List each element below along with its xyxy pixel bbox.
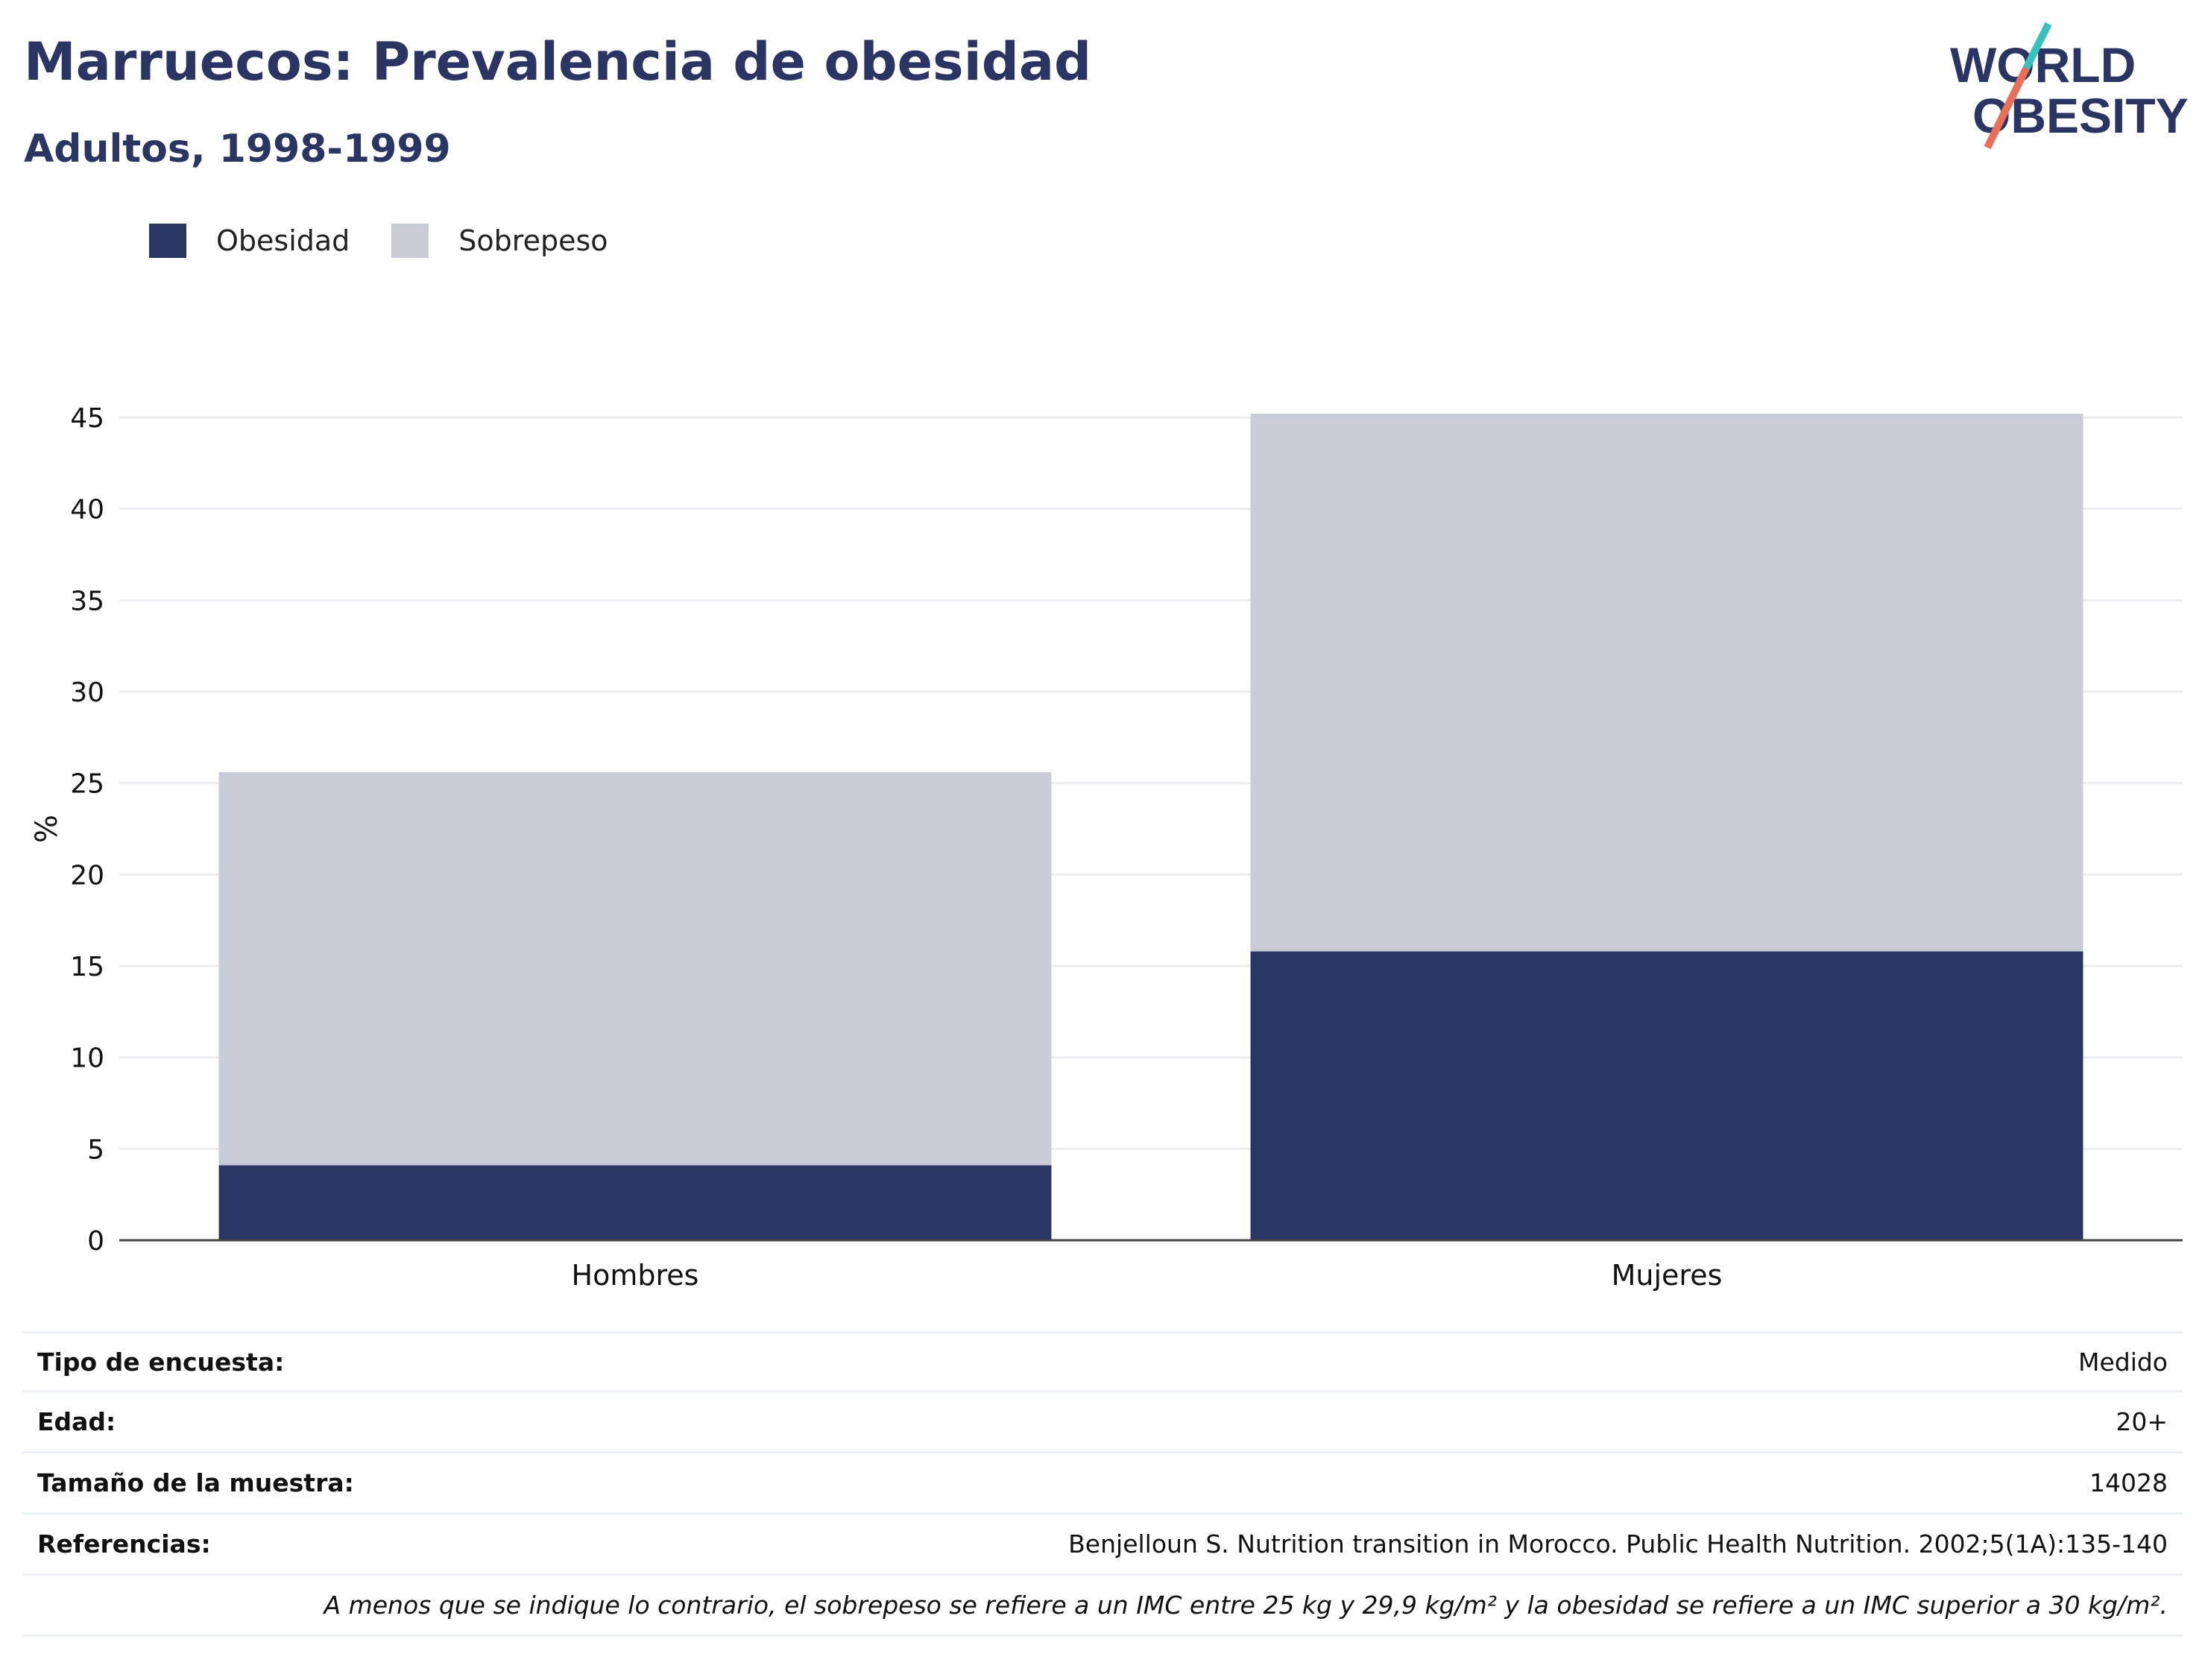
legend-item-obesidad[interactable]: Obesidad	[149, 224, 350, 258]
info-row-note: A menos que se indique lo contrario, el …	[22, 1576, 2183, 1637]
info-label: Edad:	[37, 1407, 116, 1436]
info-value: Medido	[2078, 1347, 2168, 1377]
world-obesity-logo: WORLD OBESITY	[1950, 22, 2189, 150]
y-axis-title: %	[30, 815, 64, 843]
legend-swatch-sobrepeso	[391, 224, 429, 258]
info-label: Tipo de encuesta:	[37, 1347, 285, 1377]
y-tick-label: 40	[70, 495, 104, 525]
legend-label-obesidad: Obesidad	[216, 224, 350, 257]
x-tick-label: Mujeres	[1612, 1259, 1723, 1292]
info-row-age: Edad: 20+	[22, 1392, 2183, 1453]
info-row-survey-type: Tipo de encuesta: Medido	[22, 1331, 2183, 1392]
y-tick-label: 25	[70, 769, 104, 800]
logo-line-1: WORLD	[1950, 37, 2136, 92]
definition-note: A menos que se indique lo contrario, el …	[324, 1591, 2168, 1620]
chart-legend: Obesidad Sobrepeso	[149, 224, 650, 258]
page-subtitle: Adultos, 1998-1999	[24, 127, 451, 171]
y-tick-label: 35	[70, 586, 104, 616]
bar-sobrepeso-hombres	[218, 771, 1052, 1166]
logo-slash-bottom	[1984, 66, 2030, 150]
stacked-bar-chart: 0 5 10 15 20 25 30 35 40 45 Hombres Mujeres%	[30, 403, 2183, 1292]
info-value: Benjelloun S. Nutrition transition in Mo…	[1068, 1529, 2168, 1559]
info-label: Tamaño de la muestra:	[37, 1468, 354, 1497]
legend-label-sobrepeso: Sobrepeso	[458, 224, 608, 257]
x-tick-label: Hombres	[572, 1259, 699, 1292]
y-tick-label: 30	[70, 678, 104, 708]
y-tick-label: 45	[70, 403, 104, 434]
y-tick-label: 10	[70, 1043, 104, 1074]
page-title: Marruecos: Prevalencia de obesidad	[24, 31, 1092, 92]
y-tick-label: 20	[70, 860, 104, 891]
bars	[218, 414, 2083, 1240]
bar-obesidad-hombres	[218, 1165, 1052, 1240]
y-tick-label: 5	[87, 1134, 104, 1165]
y-tick-label: 0	[87, 1226, 104, 1257]
survey-info-table: Tipo de encuesta: Medido Edad: 20+ Tamañ…	[22, 1331, 2183, 1637]
y-tick-label: 15	[70, 952, 104, 982]
info-value: 14028	[2089, 1468, 2168, 1497]
bar-sobrepeso-mujeres	[1250, 414, 2083, 952]
legend-item-sobrepeso[interactable]: Sobrepeso	[391, 224, 608, 258]
info-label: Referencias:	[37, 1529, 211, 1559]
info-row-sample-size: Tamaño de la muestra: 14028	[22, 1453, 2183, 1515]
info-value: 20+	[2116, 1407, 2168, 1436]
info-row-references: Referencias: Benjelloun S. Nutrition tra…	[22, 1515, 2183, 1576]
logo-slash-top	[2022, 22, 2052, 71]
bar-obesidad-mujeres	[1250, 951, 2083, 1240]
axes: 0 5 10 15 20 25 30 35 40 45 Hombres Mujeres%	[30, 403, 2183, 1292]
legend-swatch-obesidad	[149, 224, 186, 258]
